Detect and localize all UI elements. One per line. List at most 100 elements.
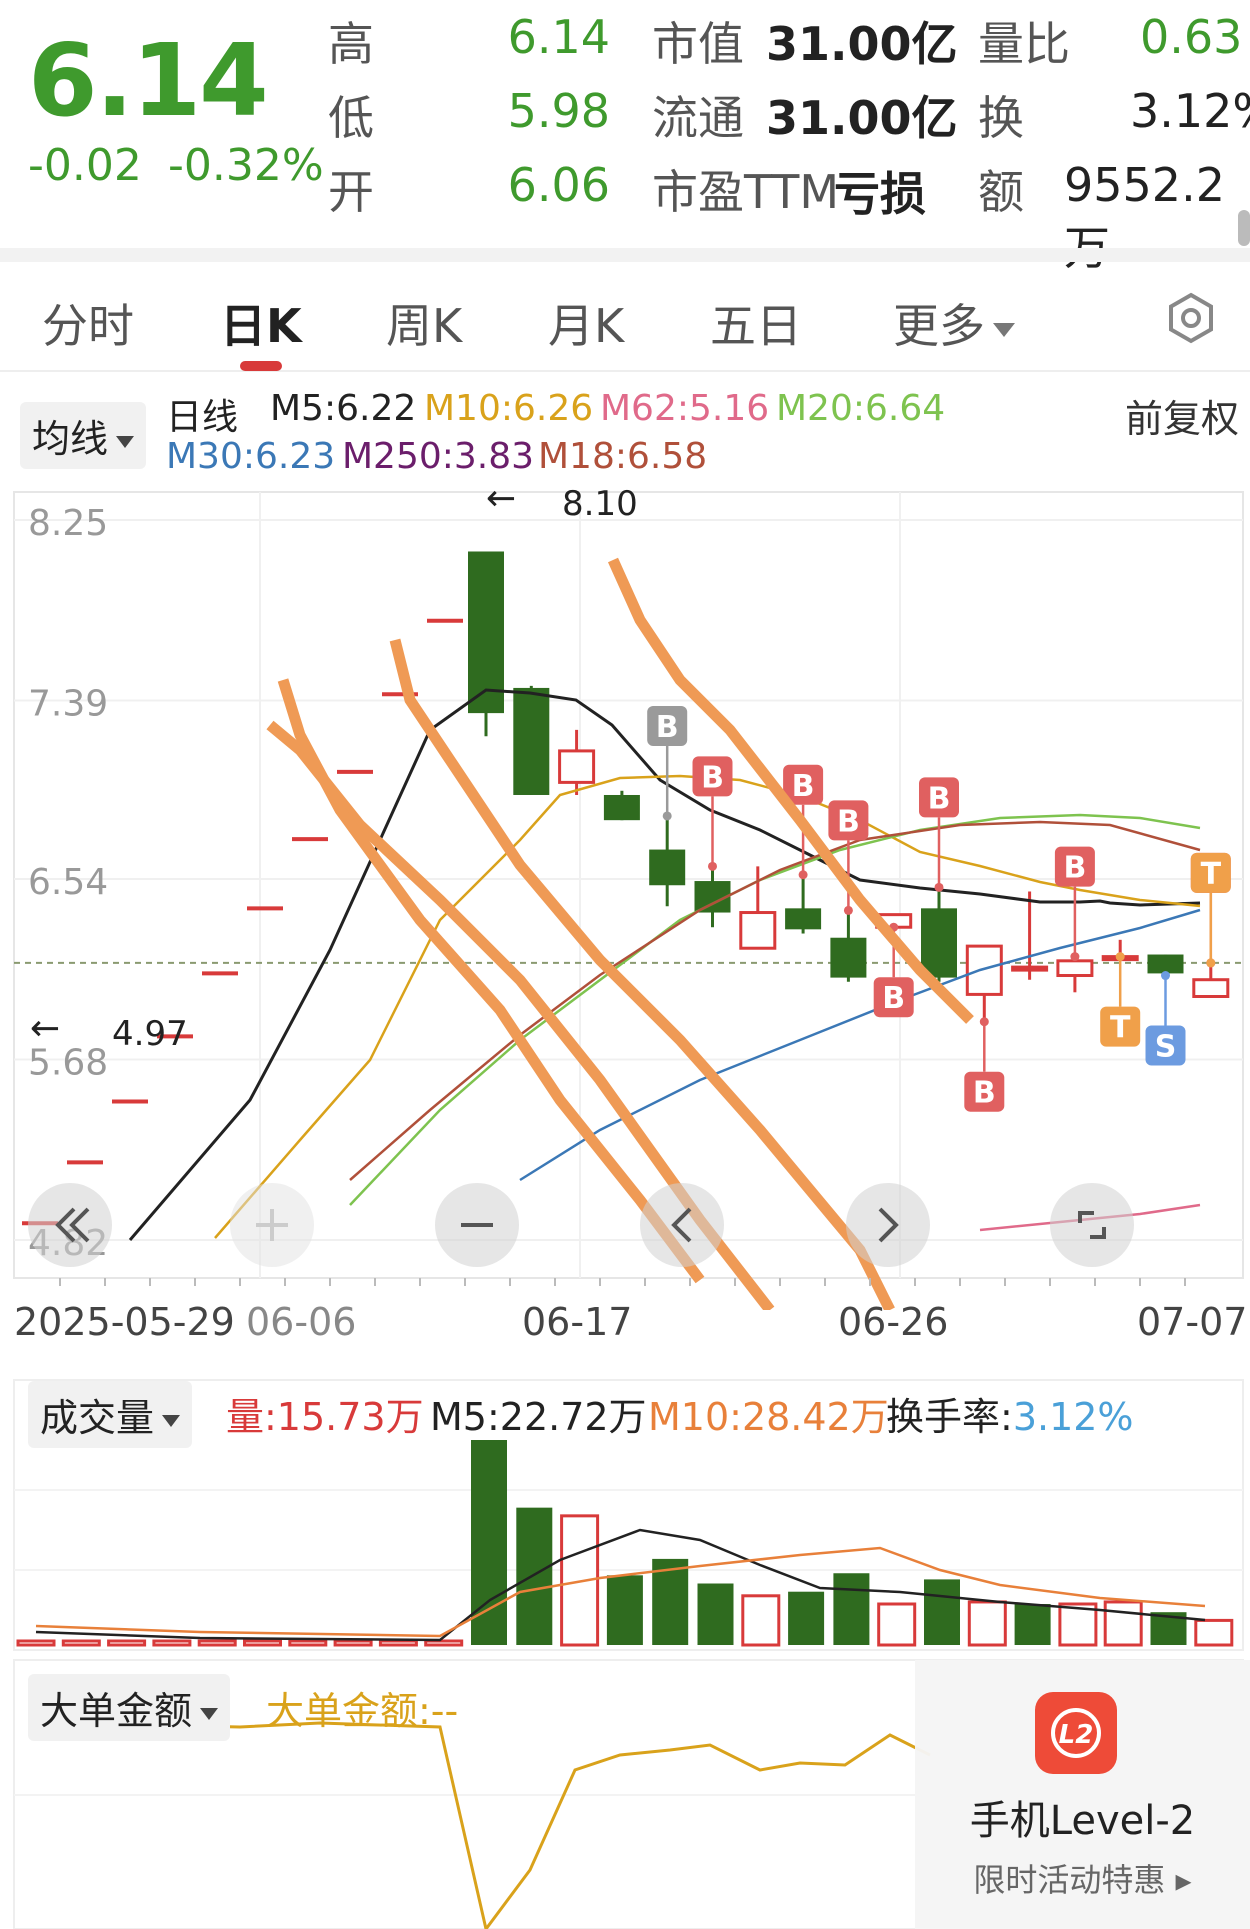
- open-label: 开: [328, 165, 374, 219]
- volume-bar: [606, 1575, 643, 1645]
- last-price: 6.14: [28, 22, 269, 139]
- max-arrow-icon: ←: [486, 480, 516, 519]
- candle-body: [739, 911, 777, 950]
- marker-badge: [873, 977, 914, 1018]
- chevron-down-icon: [200, 1707, 219, 1720]
- price-change-pct: -0.32%: [168, 140, 324, 191]
- marker-badge: [919, 777, 959, 818]
- big-order-selector-button[interactable]: 大单金额: [28, 1674, 231, 1741]
- volume-bar: [833, 1573, 870, 1645]
- marker-badge: [647, 705, 688, 746]
- tab-more[interactable]: 更多: [893, 290, 1015, 356]
- volume-selector-button[interactable]: 成交量: [28, 1381, 193, 1448]
- tab-monthly-k[interactable]: 月K: [548, 299, 625, 353]
- tab-intraday[interactable]: 分时: [42, 299, 134, 353]
- volume-m5: M5:22.72万: [430, 1395, 647, 1439]
- marker-dot: [798, 870, 808, 880]
- price-change: -0.02: [28, 140, 142, 191]
- mcap-label: 市值: [652, 17, 744, 71]
- ma250-value: M250:3.83: [342, 436, 535, 477]
- volume-bar: [16, 1639, 56, 1647]
- marker-label: S: [1155, 1030, 1177, 1065]
- candle-body: [603, 794, 640, 821]
- scroll-left-button[interactable]: [640, 1183, 724, 1267]
- volume-chart[interactable]: [0, 1370, 1250, 1660]
- float-label: 流通: [652, 91, 744, 145]
- high-value: 6.14: [507, 10, 610, 64]
- annotation-stroke: [277, 678, 705, 1284]
- volume-m10: M10:28.42万: [648, 1395, 889, 1439]
- tab-daily-k[interactable]: 日K: [220, 299, 302, 353]
- volume-bar: [333, 1639, 373, 1647]
- fullscreen-icon: [1078, 1211, 1106, 1239]
- level2-promo-card[interactable]: L2 手机Level-2 限时活动特惠 ▸: [915, 1660, 1250, 1929]
- kline-chart[interactable]: 8.257.396.545.684.82←8.10←4.97BBBBBBBBBT…: [0, 480, 1250, 1310]
- volume-frame: [13, 1379, 1244, 1651]
- marker-dot: [1115, 952, 1125, 962]
- chevron-right-icon: [878, 1207, 899, 1243]
- volume-bar: [788, 1591, 825, 1645]
- scrollbar-thumb[interactable]: [1238, 210, 1250, 246]
- settings-gear-icon[interactable]: [1165, 292, 1217, 344]
- marker-label: T: [1201, 857, 1222, 892]
- quote-header: 6.14 -0.02 -0.32% 高 低 开 6.14 5.98 6.06 市…: [0, 0, 1250, 275]
- marker-dot: [1161, 971, 1170, 981]
- scroll-start-button[interactable]: [28, 1183, 112, 1267]
- turnover-rate: 换手率:3.12%: [886, 1386, 1134, 1441]
- volume-bar: [652, 1558, 689, 1645]
- min-price-label: 4.97: [112, 1014, 188, 1054]
- ma62-value: M62:5.16: [600, 388, 770, 429]
- tab-weekly-k[interactable]: 周K: [386, 299, 463, 353]
- candle-body: [1147, 954, 1184, 974]
- min-arrow-icon: ←: [30, 1008, 60, 1049]
- volume-bar: [516, 1507, 553, 1645]
- promo-title: 手机Level-2: [969, 1798, 1196, 1844]
- zoom-out-button[interactable]: [435, 1183, 519, 1267]
- turnover-label: 换: [978, 91, 1024, 145]
- period-label: 日线: [166, 397, 239, 438]
- adjust-mode-button[interactable]: 前复权: [1125, 397, 1240, 441]
- zoom-in-button[interactable]: [230, 1183, 314, 1267]
- candle-body: [1192, 978, 1230, 999]
- ma-selector-button[interactable]: 均线: [20, 402, 147, 469]
- marker-badge: [692, 756, 733, 797]
- chart-frame: [13, 491, 1244, 1279]
- mcap-value: 31.00亿: [766, 17, 958, 71]
- ma20-line: [349, 813, 1201, 1206]
- low-label: 低: [328, 91, 374, 145]
- big-order-line: [35, 1721, 931, 1929]
- volume-bar: [197, 1639, 237, 1647]
- marker-dot: [708, 861, 717, 871]
- double-chevron-left-icon: [55, 1207, 90, 1243]
- marker-label: B: [973, 1076, 996, 1111]
- candle-body: [830, 937, 867, 978]
- plus-icon: [256, 1209, 288, 1241]
- volume-bar: [107, 1639, 147, 1647]
- y-tick-label: 8.25: [28, 503, 108, 544]
- low-value: 5.98: [507, 84, 610, 138]
- open-value: 6.06: [507, 158, 610, 212]
- x-label-3: 06-17: [522, 1300, 633, 1344]
- marker-dot: [843, 905, 853, 915]
- volume-bar: [697, 1583, 734, 1645]
- marker-label: T: [1110, 1011, 1131, 1046]
- marker-dot: [934, 882, 944, 892]
- marker-badge: [828, 800, 869, 841]
- volume-bar: [1058, 1602, 1098, 1647]
- marker-label: B: [792, 769, 815, 804]
- scroll-right-button[interactable]: [846, 1183, 930, 1267]
- ma5-line: [128, 688, 1201, 1241]
- marker-badge: [1190, 852, 1231, 893]
- marker-label: B: [701, 760, 724, 795]
- fullscreen-button[interactable]: [1050, 1183, 1134, 1267]
- tab-more-label: 更多: [893, 299, 985, 353]
- x-label-end: 07-07: [1137, 1300, 1248, 1344]
- tab-five-day[interactable]: 五日: [710, 299, 802, 353]
- ma5-value: M5:6.22: [270, 388, 417, 429]
- volume-value: 量:15.73万: [226, 1395, 424, 1439]
- big-order-value: 大单金额:--: [266, 1689, 459, 1733]
- max-price-label: 8.10: [562, 484, 638, 524]
- marker-dot: [1070, 952, 1080, 962]
- volume-bar: [288, 1639, 328, 1647]
- marker-badge: [1054, 846, 1095, 887]
